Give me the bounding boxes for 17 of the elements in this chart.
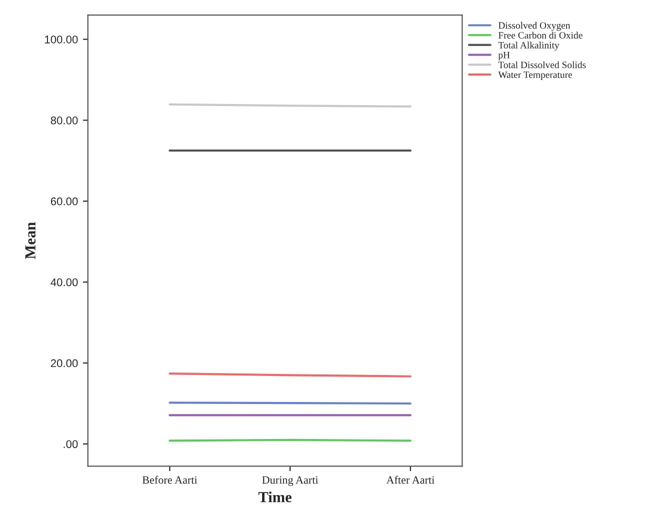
- legend-label: Total Alkalinity: [498, 42, 560, 50]
- y-axis-title: Mean: [25, 222, 36, 260]
- y-tick-label: 20.00: [50, 359, 78, 368]
- y-tick-label: 40.00: [50, 278, 78, 286]
- x-axis-title: Time: [258, 492, 292, 502]
- x-tick-label: After Aarti: [386, 476, 434, 484]
- legend-label: pH: [498, 52, 510, 60]
- x-tick-label: During Aarti: [262, 476, 318, 486]
- legend-label: Free Carbon di Oxide: [498, 32, 582, 39]
- y-tick-label: 80.00: [50, 116, 78, 124]
- legend-label: Total Dissolved Solids: [498, 61, 586, 68]
- y-tick-label: 100.00: [45, 36, 78, 44]
- legend-label: Water Temperature: [498, 72, 572, 80]
- y-tick-label: .00: [64, 440, 78, 448]
- legend-label: Dissolved Oxygen: [498, 22, 570, 31]
- y-tick-label: 60.00: [50, 197, 78, 206]
- x-tick-label: Before Aarti: [142, 476, 198, 484]
